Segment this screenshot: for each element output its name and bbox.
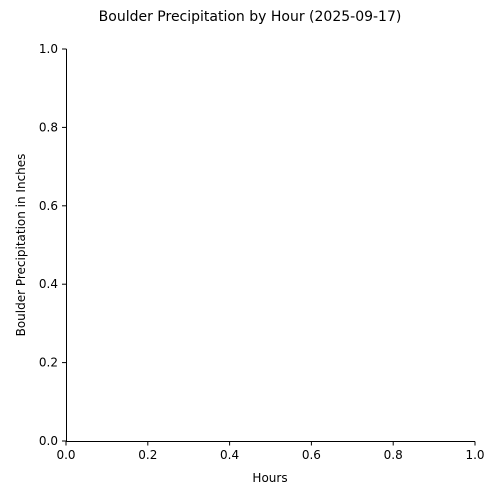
y-tick-label: 0.6 <box>39 199 58 213</box>
y-tick-label: 0.4 <box>39 277 58 291</box>
y-tick-label: 0.2 <box>39 356 58 370</box>
x-tick-label: 0.0 <box>56 448 75 462</box>
x-tick-label: 0.6 <box>302 448 321 462</box>
y-axis-label: Boulder Precipitation in Inches <box>14 154 28 337</box>
x-tick-label: 0.4 <box>220 448 239 462</box>
y-tick-label: 0.0 <box>39 434 58 448</box>
y-tick-label: 0.8 <box>39 120 58 134</box>
x-tick-label: 0.2 <box>138 448 157 462</box>
x-tick-label: 1.0 <box>465 448 484 462</box>
y-tick-label: 1.0 <box>39 42 58 56</box>
x-axis-label: Hours <box>252 471 287 485</box>
y-ticks: 0.0 0.2 0.4 0.6 0.8 1.0 <box>39 42 67 448</box>
x-tick-label: 0.8 <box>384 448 403 462</box>
plot-axes: 0.0 0.2 0.4 0.6 0.8 1.0 0.0 0.2 0.4 0.6 0.8 1.0 <box>39 42 485 462</box>
chart-title: Boulder Precipitation by Hour (2025-09-1… <box>99 9 402 25</box>
x-ticks: 0.0 0.2 0.4 0.6 0.8 1.0 <box>56 441 485 462</box>
